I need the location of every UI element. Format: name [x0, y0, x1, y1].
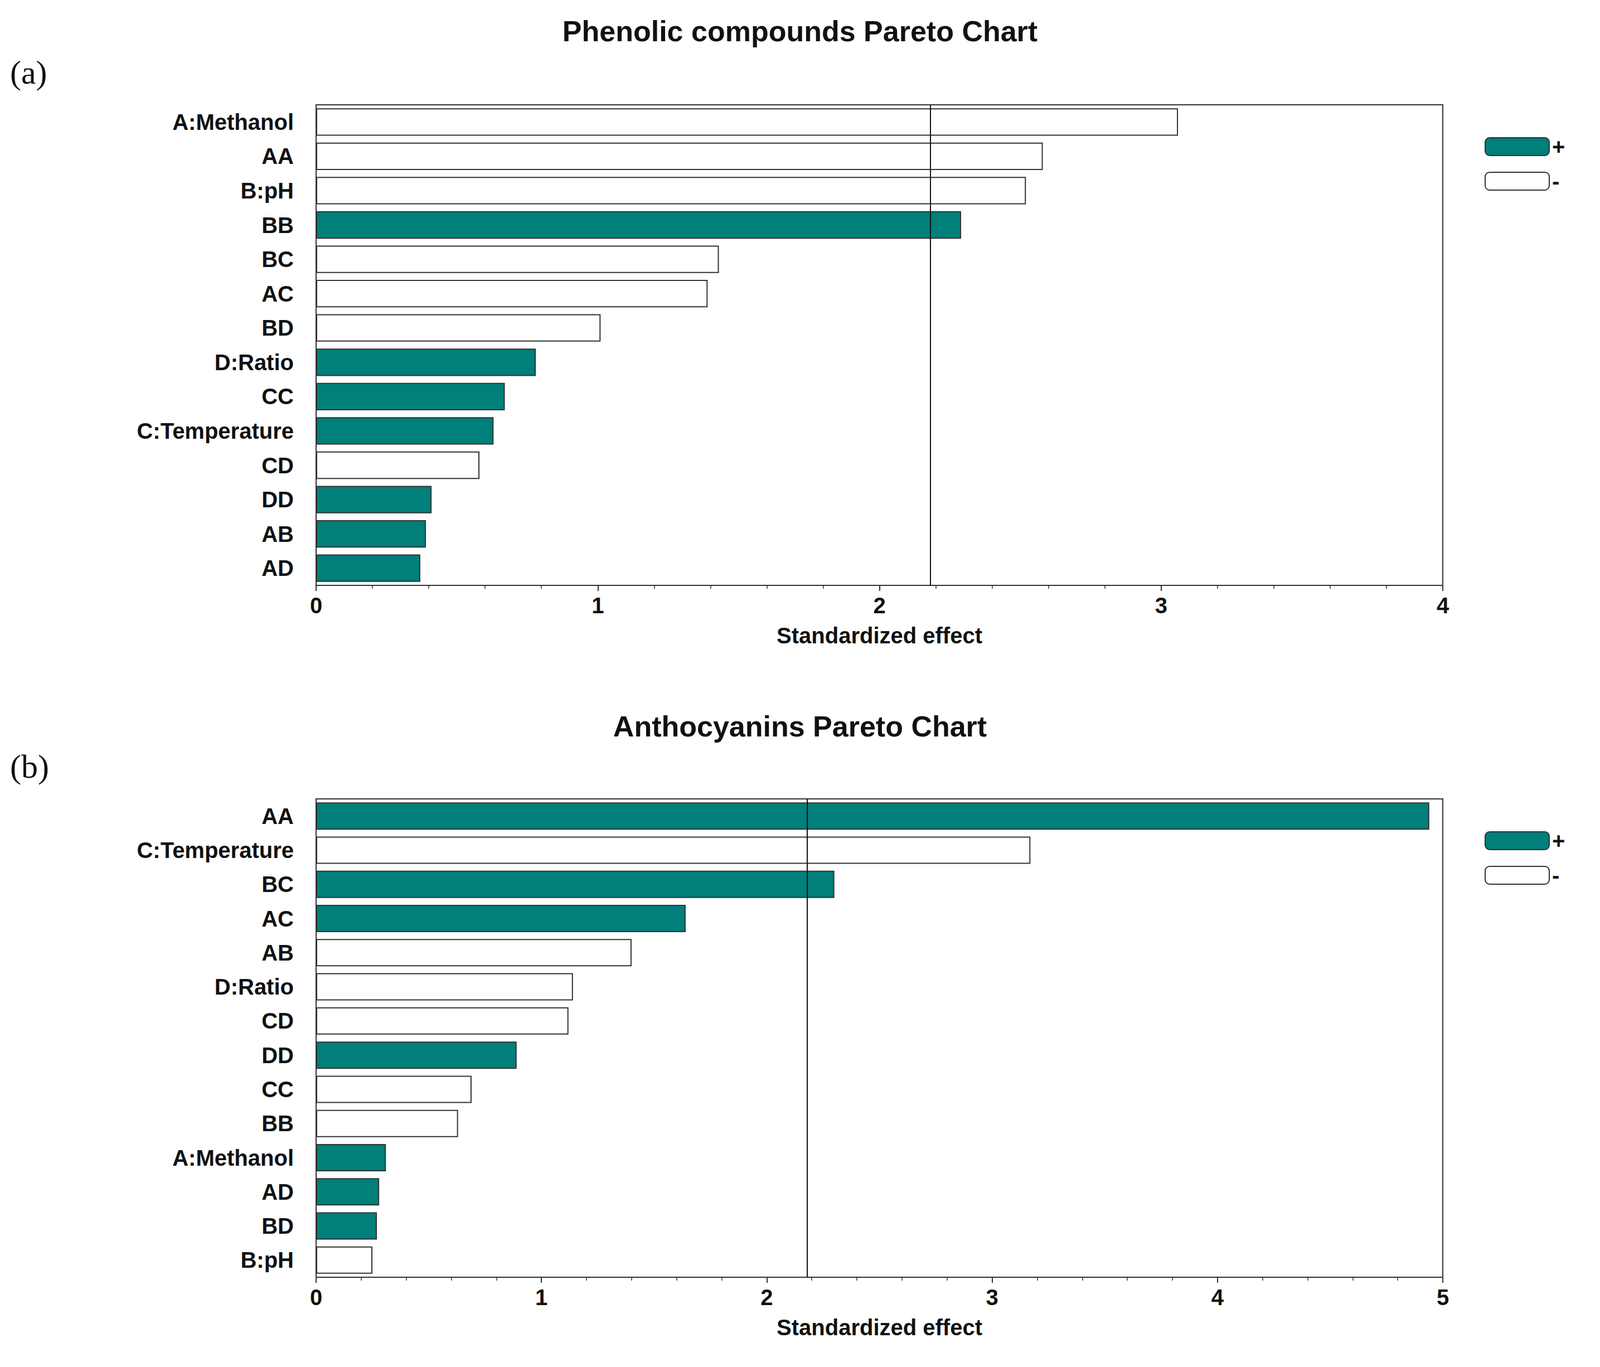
svg-text:+: + — [1552, 828, 1565, 853]
svg-text:C:Temperature: C:Temperature — [136, 418, 294, 444]
svg-text:CD: CD — [261, 1008, 294, 1034]
svg-text:4: 4 — [1436, 593, 1450, 618]
svg-text:Anthocyanins Pareto Chart: Anthocyanins Pareto Chart — [613, 710, 987, 743]
svg-text:C:Temperature: C:Temperature — [136, 837, 294, 863]
svg-text:Standardized effect: Standardized effect — [776, 1315, 983, 1340]
svg-text:A:Methanol: A:Methanol — [172, 1145, 294, 1171]
svg-text:4: 4 — [1211, 1285, 1225, 1310]
svg-text:CC: CC — [261, 384, 294, 409]
svg-text:D:Ratio: D:Ratio — [214, 350, 294, 375]
svg-text:1: 1 — [591, 593, 604, 618]
svg-text:AA: AA — [261, 143, 294, 169]
svg-text:BC: BC — [261, 871, 294, 897]
svg-text:AA: AA — [261, 803, 294, 829]
svg-text:-: - — [1552, 168, 1560, 194]
svg-text:AB: AB — [261, 521, 294, 547]
svg-text:AC: AC — [261, 281, 294, 307]
svg-text:AB: AB — [261, 940, 294, 966]
svg-text:3: 3 — [985, 1285, 998, 1310]
svg-text:DD: DD — [261, 1043, 294, 1068]
svg-text:0: 0 — [309, 593, 323, 618]
svg-text:B:pH: B:pH — [240, 1247, 294, 1273]
svg-text:BC: BC — [261, 246, 294, 272]
svg-text:-: - — [1552, 862, 1560, 888]
svg-text:Standardized effect: Standardized effect — [776, 623, 983, 648]
svg-text:2: 2 — [873, 593, 886, 618]
svg-text:A:Methanol: A:Methanol — [172, 109, 294, 135]
svg-text:(b): (b) — [10, 748, 50, 785]
svg-text:D:Ratio: D:Ratio — [214, 974, 294, 1000]
svg-text:CC: CC — [261, 1077, 294, 1102]
svg-text:0: 0 — [309, 1285, 323, 1310]
svg-text:AD: AD — [261, 555, 294, 581]
svg-text:3: 3 — [1155, 593, 1168, 618]
svg-text:Phenolic compounds Pareto Char: Phenolic compounds Pareto Chart — [562, 15, 1038, 48]
svg-text:2: 2 — [760, 1285, 773, 1310]
svg-text:(a): (a) — [10, 54, 48, 91]
svg-text:AC: AC — [261, 906, 294, 932]
svg-text:CD: CD — [261, 453, 294, 478]
svg-text:BD: BD — [261, 1213, 294, 1239]
svg-text:BB: BB — [261, 1111, 294, 1136]
svg-text:DD: DD — [261, 487, 294, 512]
svg-text:AD: AD — [261, 1179, 294, 1205]
svg-text:BD: BD — [261, 315, 294, 341]
svg-text:5: 5 — [1436, 1285, 1449, 1310]
svg-text:BB: BB — [261, 212, 294, 238]
svg-text:1: 1 — [535, 1285, 548, 1310]
svg-text:B:pH: B:pH — [240, 178, 294, 203]
svg-text:+: + — [1552, 134, 1565, 159]
